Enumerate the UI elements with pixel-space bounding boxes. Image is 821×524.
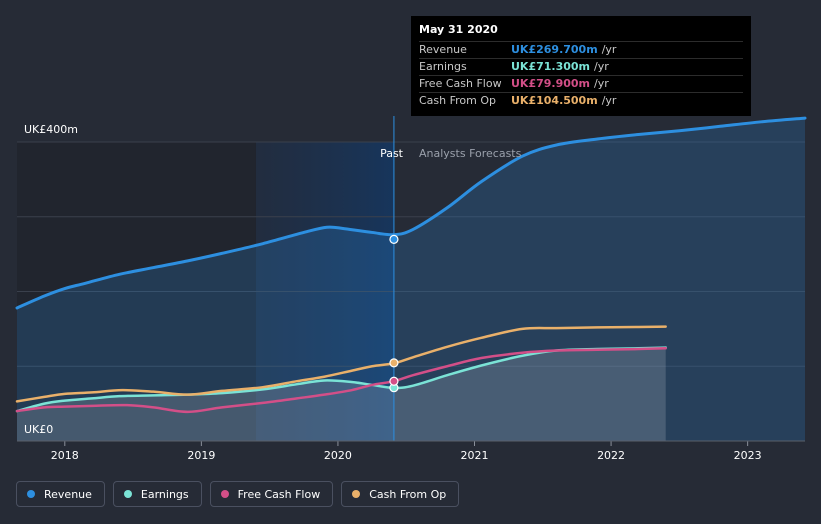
- tooltip-row-label: Free Cash Flow: [419, 77, 502, 90]
- forecast-label: Analysts Forecasts: [419, 147, 522, 160]
- legend-label: Cash From Op: [369, 487, 447, 501]
- legend-dot-icon: [123, 490, 132, 498]
- x-tick-label: 2021: [461, 449, 489, 462]
- legend-label: Revenue: [44, 487, 92, 501]
- tooltip-row-value: UK£104.500m: [511, 94, 598, 107]
- tooltip-date: May 31 2020: [419, 23, 498, 36]
- revenue-area: [17, 118, 805, 441]
- tooltip-row-unit: /yr: [601, 43, 617, 56]
- legend-item-revenue[interactable]: Revenue: [16, 481, 105, 507]
- cfo-line: [15, 325, 667, 403]
- y-axis-top-label: UK£400m: [24, 123, 78, 136]
- y-axis-bottom-label: UK£0: [24, 423, 53, 436]
- legend-dot-icon: [220, 490, 229, 498]
- tooltip-row: Free Cash Flow UK£79.900m/yr: [419, 75, 743, 92]
- legend-item-earnings[interactable]: Earnings: [112, 481, 202, 507]
- tooltip-row: Revenue UK£269.700m/yr: [419, 41, 743, 58]
- tooltip-row-value: UK£71.300m: [511, 60, 591, 73]
- tooltip-row-label: Earnings: [419, 60, 467, 73]
- fcf-line: [15, 347, 667, 414]
- x-tick-label: 2019: [187, 449, 215, 462]
- fcf-marker[interactable]: [389, 376, 399, 386]
- revenue-line: [15, 116, 807, 310]
- revenue-marker[interactable]: [389, 234, 399, 244]
- legend-label: Earnings: [140, 487, 189, 501]
- data-tooltip: May 31 2020 Revenue UK£269.700m/yr Earning…: [411, 16, 751, 116]
- x-tick-label: 2018: [51, 449, 79, 462]
- legend-item-free-cash-flow[interactable]: Free Cash Flow: [209, 481, 334, 507]
- tooltip-row-unit: /yr: [601, 94, 617, 107]
- tooltip-row-value: UK£79.900m: [511, 77, 591, 90]
- legend-item-cash-from-op[interactable]: Cash From Op: [341, 481, 460, 507]
- tooltip-row-unit: /yr: [594, 77, 609, 90]
- tooltip-row-unit: /yr: [594, 60, 609, 73]
- past-label: Past: [380, 147, 404, 160]
- tooltip-row-label: Cash From Op: [419, 94, 497, 107]
- legend-dot-icon: [352, 490, 361, 498]
- tooltip-row: Earnings UK£71.300m/yr: [419, 58, 743, 75]
- tooltip-row: Cash From Op UK£104.500m/yr: [419, 92, 743, 109]
- chart-legend: Revenue Earnings Free Cash Flow Cash From O…: [16, 481, 460, 507]
- x-tick-label: 2020: [324, 449, 352, 462]
- legend-dot-icon: [27, 490, 35, 498]
- x-tick-label: 2022: [597, 449, 625, 462]
- legend-label: Free Cash Flow: [237, 487, 321, 501]
- tooltip-row-value: UK£269.700m: [511, 43, 598, 56]
- tooltip-row-label: Revenue: [419, 43, 467, 56]
- earnings-area: [17, 347, 666, 441]
- cfo-marker[interactable]: [389, 358, 399, 368]
- x-tick-label: 2023: [734, 449, 762, 462]
